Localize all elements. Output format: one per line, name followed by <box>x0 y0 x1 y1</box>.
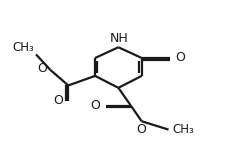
Text: NH: NH <box>110 32 129 45</box>
Text: CH₃: CH₃ <box>172 123 194 136</box>
Text: O: O <box>175 51 185 64</box>
Text: O: O <box>137 123 147 136</box>
Text: CH₃: CH₃ <box>12 41 34 54</box>
Text: O: O <box>91 99 100 112</box>
Text: O: O <box>53 94 63 107</box>
Text: O: O <box>37 62 47 75</box>
